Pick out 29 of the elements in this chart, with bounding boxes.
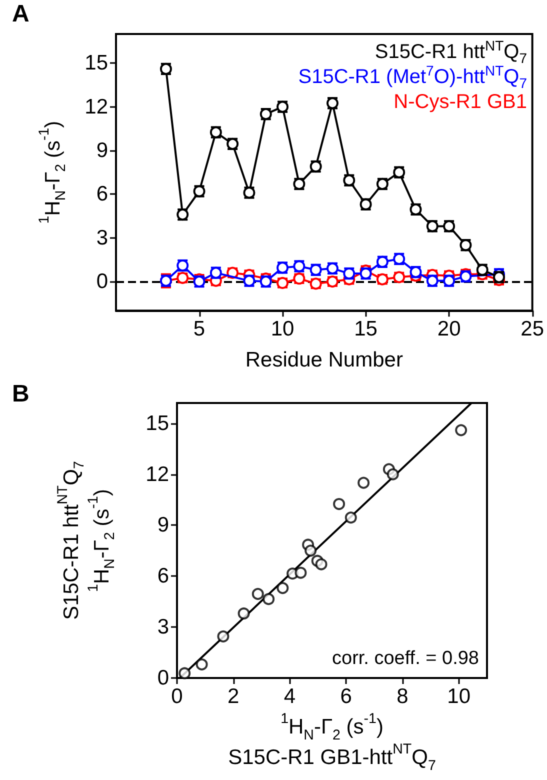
- x-tick-label: 2: [228, 685, 240, 708]
- y-tick-label: 12: [146, 462, 169, 486]
- x-tick-label: 25: [520, 318, 544, 341]
- x-tick-label: 0: [171, 685, 183, 708]
- y-tick-label: 9: [96, 138, 108, 162]
- y-tick-label: 6: [157, 564, 169, 588]
- x-tick-label: 6: [340, 685, 352, 708]
- y-tick-label: 9: [157, 514, 169, 537]
- y-tick-label: 3: [157, 616, 169, 639]
- x-axis-title: Residue Number: [245, 348, 403, 372]
- y-tick-label: 3: [96, 226, 108, 250]
- x-tick-label: 10: [270, 318, 294, 341]
- x-tick-label: 5: [193, 318, 206, 341]
- y-axis-title: 1HN-Γ2 (s-1): [36, 120, 69, 224]
- y-tick-label: 6: [96, 182, 108, 206]
- y-tick-label: 15: [146, 412, 169, 435]
- x-tick-label: 15: [354, 318, 378, 341]
- y-tick-label: 0: [96, 270, 108, 294]
- y-tick-label: 12: [84, 95, 108, 118]
- x-tick-label: 8: [396, 685, 408, 708]
- x-tick-label: 20: [437, 318, 461, 341]
- annotation: corr. coeff. = 0.98: [332, 648, 480, 669]
- text: N-Cys-R1 GB1: [392, 90, 527, 115]
- text: A: [12, 0, 30, 28]
- y-tick-label: 15: [84, 52, 108, 75]
- text: B: [12, 380, 30, 408]
- y-tick-label: 0: [157, 666, 169, 690]
- x-tick-label: 10: [447, 685, 470, 708]
- x-tick-label: 4: [284, 685, 296, 708]
